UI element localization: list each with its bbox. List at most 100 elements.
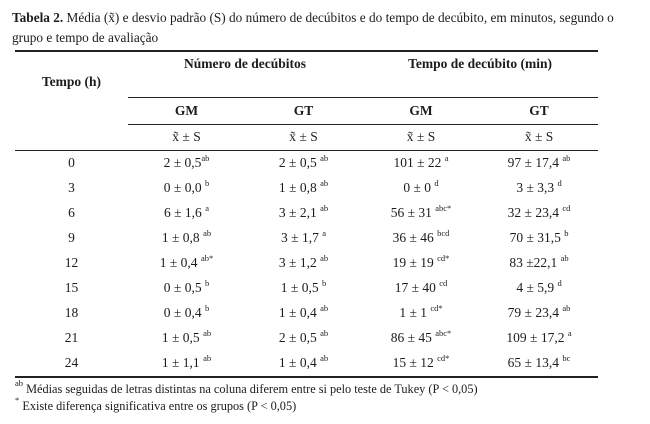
cell-value: 0 ± 0,5	[163, 280, 205, 295]
cell-superscript: ab	[320, 302, 329, 313]
cell-superscript: ab	[562, 302, 571, 313]
subheader-row: GM GT GM GT	[15, 97, 599, 125]
value-cell: 1 ± 1 cd*	[362, 301, 480, 326]
value-cell: 1 ± 0,5 b	[245, 276, 362, 301]
cell-value: 65 ± 13,4	[507, 355, 563, 370]
value-cell: 56 ± 31 abc*	[362, 201, 480, 226]
stat-header: x̃ ± S	[128, 124, 245, 151]
cell-superscript: ab	[201, 152, 210, 163]
stat-header: x̃ ± S	[245, 124, 363, 151]
footnote-tukey: ab Médias seguidas de letras distintas n…	[15, 378, 640, 398]
value-cell: 15 ± 12 cd*	[362, 350, 481, 378]
cell-superscript: b	[204, 177, 210, 188]
tempo-column-header: Tempo (h)	[15, 51, 128, 151]
value-cell: 1 ± 0,8 ab	[245, 176, 362, 201]
cell-value: 1 ± 0,4	[278, 305, 321, 320]
value-cell: 36 ± 46 bcd	[362, 226, 480, 251]
cell-value: 15 ± 12	[392, 355, 438, 370]
value-cell: 1 ± 0,5 ab	[128, 326, 245, 351]
footnote-text: Existe diferença significativa entre os …	[19, 398, 297, 413]
value-cell: 17 ± 40 cd	[362, 276, 480, 301]
value-cell: 1 ± 0,4 ab*	[128, 251, 245, 276]
cell-superscript: cd*	[437, 252, 450, 263]
tempo-cell: 24	[15, 350, 128, 378]
cell-value: 3 ± 2,1	[278, 205, 321, 220]
cell-superscript: ab	[203, 327, 212, 338]
cell-value: 3 ± 3,3	[516, 180, 558, 195]
value-cell: 65 ± 13,4 bc	[480, 350, 599, 378]
cell-superscript: b	[321, 277, 327, 288]
cell-superscript: ab	[562, 152, 571, 163]
table-row: 3 0 ± 0,0 b 1 ± 0,8 ab 0 ± 0 d 3 ± 3,3 d	[15, 176, 598, 201]
cell-superscript: ab	[320, 177, 329, 188]
stat-header: x̃ ± S	[480, 124, 599, 151]
value-cell: 6 ± 1,6 a	[128, 201, 245, 226]
cell-value: 36 ± 46	[392, 230, 438, 245]
stat-header: x̃ ± S	[362, 124, 481, 151]
value-cell: 3 ± 1,7 a	[245, 226, 362, 251]
value-cell: 2 ± 0,5ab	[128, 150, 245, 176]
footnote-marker: ab	[15, 378, 24, 389]
cell-value: 109 ± 17,2	[506, 330, 568, 345]
value-cell: 83 ±22,1 ab	[480, 251, 598, 276]
cell-superscript: ab*	[200, 252, 214, 263]
value-cell: 0 ± 0 d	[362, 176, 480, 201]
cell-value: 17 ± 40	[394, 280, 440, 295]
value-cell: 2 ± 0,5 ab	[245, 150, 362, 176]
cell-superscript: ab	[320, 152, 329, 163]
cell-superscript: b	[564, 227, 569, 238]
footnote-text: Médias seguidas de letras distintas na c…	[23, 381, 478, 396]
cell-superscript: d	[557, 177, 562, 188]
stat-header-row: x̃ ± S x̃ ± S x̃ ± S x̃ ± S	[15, 124, 599, 151]
cell-value: 83 ±22,1	[509, 255, 561, 270]
tempo-cell: 9	[68, 230, 75, 245]
table-caption-label: Tabela 2.	[12, 10, 64, 25]
cell-value: 101 ± 22	[393, 155, 445, 170]
table-row: 18 0 ± 0,4 b 1 ± 0,4 ab 1 ± 1 cd* 79 ± 2…	[15, 301, 598, 326]
table-body: 0 2 ± 0,5ab 2 ± 0,5 ab 101 ± 22 a 97 ± 1…	[15, 150, 599, 378]
value-cell: 1 ± 0,4 ab	[245, 301, 362, 326]
data-table: Tempo (h) Número de decúbitos Tempo de d…	[15, 50, 599, 378]
value-cell: 1 ± 0,8 ab	[128, 226, 245, 251]
cell-value: 1 ± 0,8	[278, 180, 321, 195]
cell-value: 70 ± 31,5	[509, 230, 565, 245]
value-cell: 86 ± 45 abc*	[362, 326, 480, 351]
cell-superscript: ab	[203, 352, 212, 363]
cell-superscript: ab	[320, 202, 329, 213]
cell-superscript: b	[204, 277, 210, 288]
value-cell: 32 ± 23,4 cd	[480, 201, 598, 226]
cell-superscript: ab	[320, 352, 329, 363]
cell-value: 6 ± 1,6	[164, 205, 206, 220]
subheader-gt-numero: GT	[245, 97, 363, 125]
group-header-tempo-decubito: Tempo de decúbito (min)	[362, 51, 599, 98]
tempo-cell: 18	[64, 305, 79, 320]
cell-superscript: cd*	[430, 302, 443, 313]
cell-superscript: cd	[562, 202, 571, 213]
cell-value: 0 ± 0	[403, 180, 435, 195]
value-cell: 101 ± 22 a	[362, 150, 480, 176]
table-caption: Tabela 2. Média (x̃) e desvio padrão (S)…	[12, 8, 642, 48]
value-cell: 109 ± 17,2 a	[480, 326, 598, 351]
cell-value: 4 ± 5,9	[516, 280, 558, 295]
table-row: 9 1 ± 0,8 ab 3 ± 1,7 a 36 ± 46 bcd 70 ± …	[15, 226, 598, 251]
value-cell: 3 ± 1,2 ab	[245, 251, 362, 276]
cell-superscript: ab	[320, 327, 329, 338]
cell-superscript: bcd	[437, 227, 450, 238]
value-cell: 70 ± 31,5 b	[480, 226, 598, 251]
tempo-cell: 15	[64, 280, 79, 295]
cell-superscript: d	[434, 177, 439, 188]
cell-superscript: abc*	[435, 327, 452, 338]
tempo-cell: 21	[64, 330, 79, 345]
value-cell: 79 ± 23,4 ab	[480, 301, 598, 326]
value-cell: 1 ± 1,1 ab	[128, 350, 245, 378]
table-row: 6 6 ± 1,6 a 3 ± 2,1 ab 56 ± 31 abc* 32 ±…	[15, 201, 598, 226]
cell-value: 1 ± 0,5	[280, 280, 322, 295]
cell-superscript: b	[204, 302, 210, 313]
cell-superscript: cd	[439, 277, 448, 288]
value-cell: 0 ± 0,5 b	[128, 276, 245, 301]
cell-superscript: ab	[203, 227, 212, 238]
cell-value: 56 ± 31	[390, 205, 436, 220]
group-header-numero-decubitos: Número de decúbitos	[128, 51, 363, 98]
cell-value: 19 ± 19	[392, 255, 438, 270]
